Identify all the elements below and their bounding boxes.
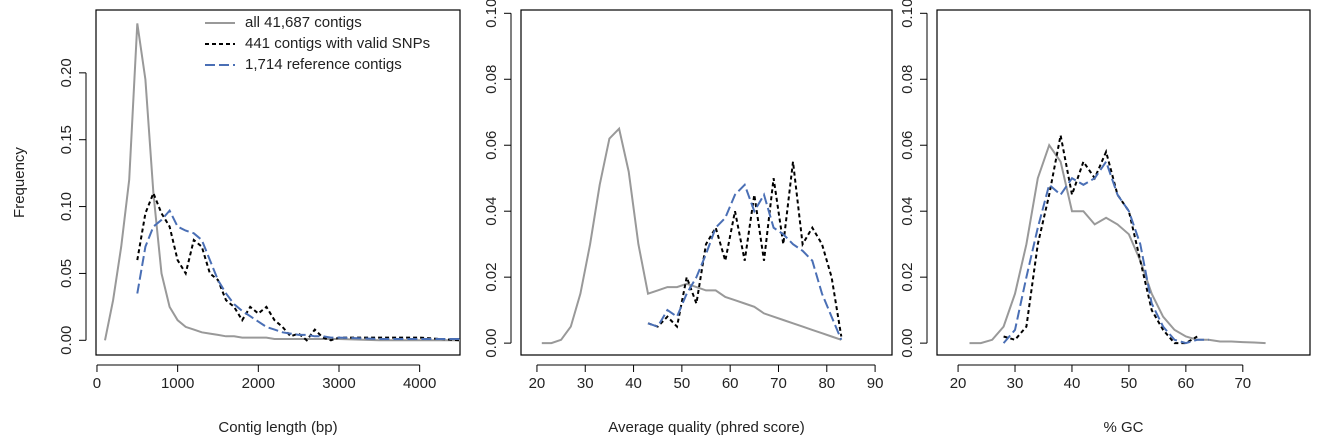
y-tick-label: 0.08 — [483, 65, 500, 94]
x-tick-label: 2000 — [242, 375, 275, 392]
x-tick-label: 20 — [529, 375, 546, 392]
y-tick-label: 0.02 — [899, 263, 916, 292]
x-axis-label: Contig length (bp) — [218, 419, 337, 436]
plot-frame — [95, 9, 461, 356]
y-tick-label: 0.04 — [483, 197, 500, 226]
series-line — [1002, 159, 1209, 345]
x-tick-label: 0 — [93, 375, 101, 392]
y-tick-label: 0.02 — [483, 263, 500, 292]
x-axis-label: Average quality (phred score) — [608, 419, 805, 436]
legend-label: all 41,687 contigs — [245, 14, 362, 31]
y-tick-label: 0.15 — [58, 125, 75, 154]
y-tick-label: 0.10 — [483, 0, 500, 28]
x-tick-label: 30 — [577, 375, 594, 392]
x-tick-label: 20 — [950, 375, 967, 392]
x-tick-label: 30 — [1007, 375, 1024, 392]
x-tick-label: 3000 — [322, 375, 355, 392]
x-tick-label: 1000 — [161, 375, 194, 392]
x-tick-label: 4000 — [403, 375, 436, 392]
x-tick-label: 70 — [770, 375, 787, 392]
y-tick-label: 0.00 — [58, 326, 75, 355]
x-tick-label: 40 — [625, 375, 642, 392]
series-line — [647, 182, 843, 341]
plot-frame — [936, 9, 1311, 356]
y-tick-label: 0.06 — [899, 131, 916, 160]
x-axis-label: % GC — [1103, 419, 1143, 436]
y-tick-label: 0.10 — [899, 0, 916, 28]
plot-frame — [520, 9, 893, 356]
y-tick-label: 0.10 — [58, 192, 75, 221]
series-line — [647, 161, 843, 337]
x-tick-label: 40 — [1064, 375, 1081, 392]
x-tick-label: 50 — [1121, 375, 1138, 392]
x-tick-label: 60 — [722, 375, 739, 392]
series-line — [1003, 135, 1198, 345]
y-axis-label: Frequency — [11, 147, 28, 218]
x-tick-label: 80 — [818, 375, 835, 392]
x-tick-label: 70 — [1234, 375, 1251, 392]
series-line — [969, 143, 1266, 345]
y-tick-label: 0.06 — [483, 131, 500, 160]
y-tick-label: 0.08 — [899, 65, 916, 94]
series-line — [104, 23, 460, 342]
y-tick-label: 0.00 — [899, 329, 916, 358]
y-tick-label: 0.00 — [483, 329, 500, 358]
series-line — [136, 208, 460, 340]
series-line — [541, 126, 842, 345]
x-tick-label: 60 — [1178, 375, 1195, 392]
y-tick-label: 0.05 — [58, 259, 75, 288]
legend-label: 1,714 reference contigs — [245, 56, 402, 73]
x-tick-label: 90 — [867, 375, 884, 392]
series-line — [136, 190, 461, 342]
y-tick-label: 0.04 — [899, 197, 916, 226]
legend-label: 441 contigs with valid SNPs — [245, 35, 430, 52]
y-tick-label: 0.20 — [58, 58, 75, 87]
x-tick-label: 50 — [674, 375, 691, 392]
